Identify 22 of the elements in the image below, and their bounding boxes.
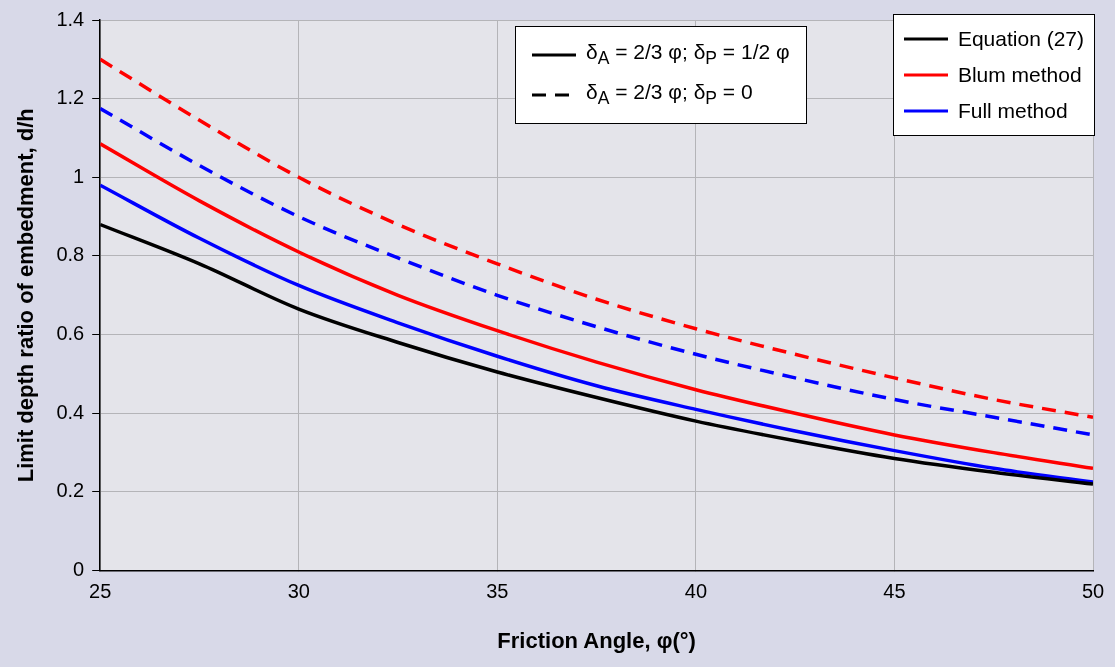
legend-label: Equation (27)	[957, 27, 1084, 51]
y-tick-label: 1.4	[56, 7, 85, 30]
y-tick-label: 0.6	[56, 322, 85, 345]
x-axis-title: Friction Angle, φ(°)	[497, 627, 696, 653]
y-tick-label: 1	[73, 164, 85, 187]
y-tick-label: 0.2	[56, 479, 85, 502]
annotation: δ$_{A}$ = 2/3 φ; δ$_{P}$ = 1/2 φ	[586, 40, 790, 70]
x-tick-label: 45	[883, 580, 906, 603]
annotation: δ$_{A}$ = 2/3 φ; δ$_{P}$ = 0	[586, 80, 753, 110]
y-axis-title: Limit depth ratio of embedment, d/h	[13, 108, 39, 483]
line-series	[100, 142, 1093, 471]
x-tick-label: 50	[1081, 580, 1105, 603]
y-tick-label: 0	[73, 558, 85, 581]
legend-label: Blum method	[957, 63, 1082, 87]
y-tick-label: 0.4	[56, 400, 85, 423]
y-tick-label: 0.8	[56, 243, 85, 266]
x-tick-label: 40	[684, 580, 708, 603]
legend-label: Full method	[957, 99, 1068, 123]
x-tick-label: 25	[89, 580, 112, 603]
y-tick-label: 1.2	[56, 86, 85, 109]
x-tick-label: 35	[486, 580, 509, 603]
x-tick-label: 30	[287, 580, 310, 603]
